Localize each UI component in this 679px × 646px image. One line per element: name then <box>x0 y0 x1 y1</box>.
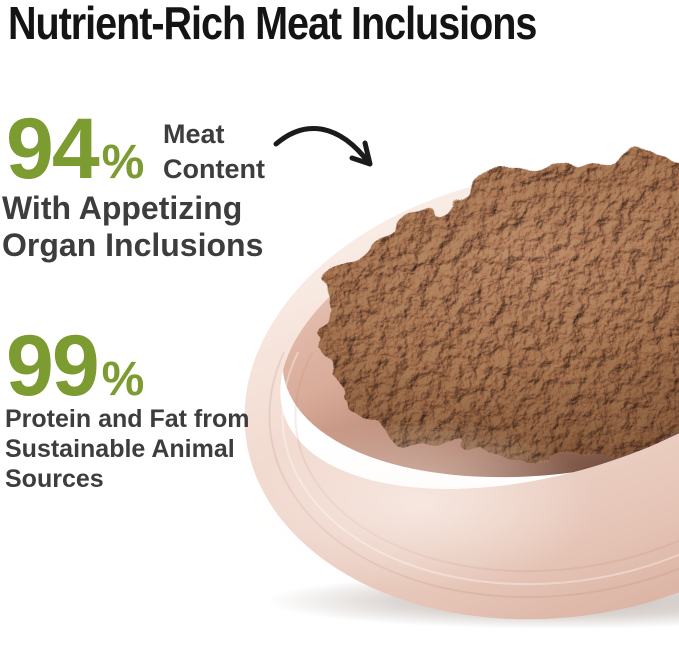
stat-protein-unit: % <box>101 353 145 406</box>
stat-meat-value: 94 <box>6 101 100 197</box>
stat-protein-sources: 99 % <box>6 323 144 409</box>
stat-meat-description: With Appetizing Organ Inclusions <box>2 190 264 263</box>
stat-protein-description: Protein and Fat from Sustainable Animal … <box>5 405 250 493</box>
arrow-icon <box>273 125 373 167</box>
stat-meat-label: Meat Content <box>163 119 265 184</box>
stat-meat-unit: % <box>101 136 145 189</box>
stat-meat-content: 94 % <box>6 106 144 192</box>
stat-protein-value: 99 <box>6 318 100 414</box>
page-title: Nutrient-Rich Meat Inclusions <box>8 0 537 49</box>
